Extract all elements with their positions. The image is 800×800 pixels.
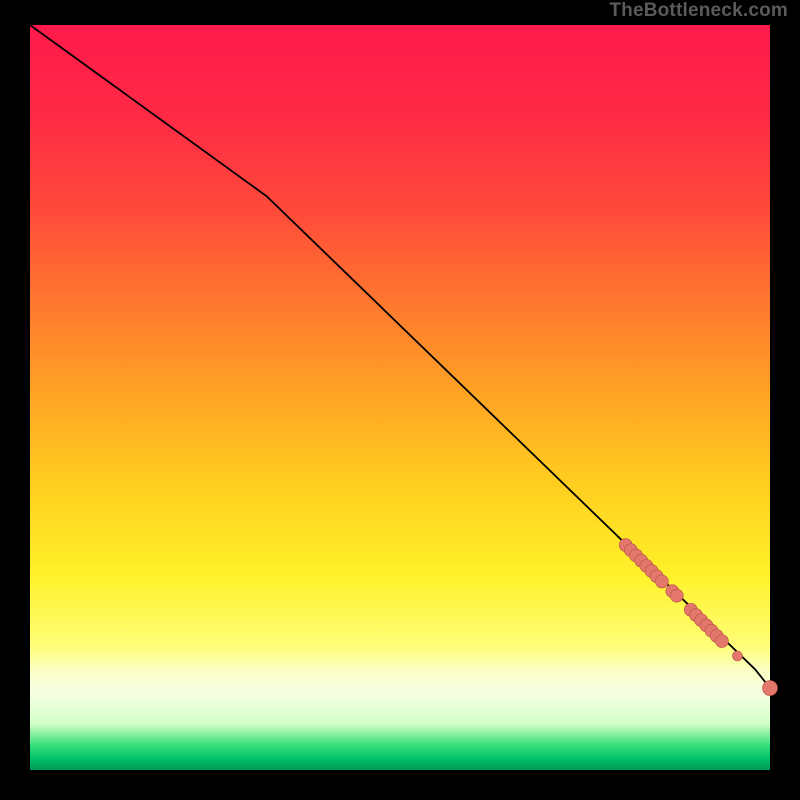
chart-container: TheBottleneck.com xyxy=(0,0,800,800)
data-marker xyxy=(732,651,742,661)
data-marker xyxy=(655,575,668,588)
data-marker xyxy=(763,681,778,696)
plot-background xyxy=(30,25,770,770)
chart-svg xyxy=(0,0,800,800)
attribution-text: TheBottleneck.com xyxy=(609,0,788,22)
data-marker xyxy=(670,589,683,602)
data-marker xyxy=(715,635,728,648)
